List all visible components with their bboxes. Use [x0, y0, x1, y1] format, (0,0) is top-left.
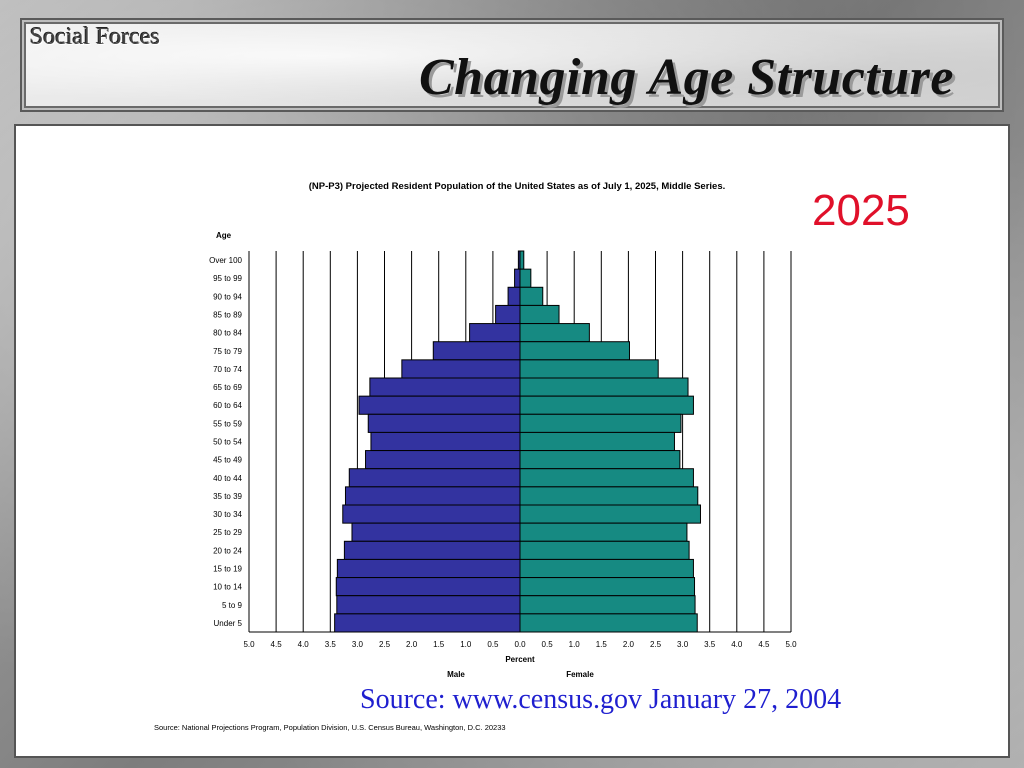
age-label: 5 to 9 — [222, 601, 243, 610]
source-note: Source: National Projections Program, Po… — [154, 723, 506, 732]
x-tick-label: 3.0 — [677, 640, 689, 649]
age-label: 70 to 74 — [213, 365, 242, 374]
male-bar — [343, 540, 521, 560]
male-bar — [507, 286, 521, 306]
female-bar — [519, 395, 694, 415]
x-tick-label: 3.5 — [704, 640, 716, 649]
bars — [334, 250, 701, 633]
x-tick-labels: 5.0 4.5 4.0 3.5 3.0 2.5 2.0 1.5 1.0 0.5 0.0 0.5 1.0 1… — [243, 640, 797, 649]
female-bar — [519, 413, 682, 433]
y-axis-label: Age — [216, 231, 232, 240]
x-tick-label: 4.0 — [731, 640, 743, 649]
female-bar — [519, 595, 696, 615]
male-bar — [348, 468, 521, 488]
female-bar — [519, 468, 694, 488]
male-bar — [367, 413, 521, 433]
female-bar — [519, 577, 696, 597]
x-tick-label: 1.5 — [433, 640, 445, 649]
male-bar — [514, 268, 521, 288]
male-bar — [335, 577, 521, 597]
x-tick-label: 2.5 — [650, 640, 662, 649]
female-bar — [519, 286, 544, 306]
male-bar — [336, 558, 521, 579]
x-tick-label: 5.0 — [785, 640, 797, 649]
female-bar — [519, 323, 590, 343]
x-tick-label: 2.5 — [379, 640, 391, 649]
male-bar — [358, 395, 521, 415]
section-label: Social Forces — [30, 24, 160, 50]
x-tick-label: 3.0 — [352, 640, 364, 649]
female-bar — [519, 504, 701, 524]
female-bar — [519, 450, 681, 470]
female-bar — [519, 359, 659, 379]
age-label: 10 to 14 — [213, 583, 242, 592]
chart-title: (NP-P3) Projected Resident Population of… — [309, 181, 726, 192]
male-bar — [351, 522, 521, 542]
male-bar — [432, 341, 521, 361]
female-bar — [519, 431, 675, 452]
x-tick-label: 4.5 — [271, 640, 283, 649]
source-link[interactable]: Source: www.census.gov January 27, 2004 — [360, 684, 842, 715]
x-tick-label: 3.5 — [325, 640, 337, 649]
age-label: 35 to 39 — [213, 492, 242, 501]
x-tick-label: 2.0 — [623, 640, 635, 649]
age-label: 75 to 79 — [213, 347, 242, 356]
x-tick-label: 0.5 — [542, 640, 554, 649]
male-bar — [365, 450, 521, 470]
female-bar — [519, 250, 525, 270]
x-tick-label: 0.0 — [514, 640, 526, 649]
header-panel: Social Forces Changing Age Structure — [20, 18, 1004, 112]
year-label: 2025 — [812, 186, 910, 235]
x-tick-label: 0.5 — [487, 640, 499, 649]
age-label: 55 to 59 — [213, 419, 242, 428]
female-bar — [519, 522, 688, 542]
age-label: 30 to 34 — [213, 510, 242, 519]
male-bar — [370, 431, 521, 452]
age-label: 95 to 99 — [213, 274, 242, 283]
x-tick-label: 5.0 — [243, 640, 255, 649]
x-tick-label: 1.0 — [460, 640, 472, 649]
female-bar — [519, 377, 689, 397]
age-label: 85 to 89 — [213, 311, 242, 320]
male-bar — [334, 613, 521, 633]
x-axis-label: Percent — [505, 655, 535, 664]
female-label: Female — [566, 670, 594, 679]
age-label: 90 to 94 — [213, 292, 242, 301]
x-tick-label: 1.5 — [596, 640, 608, 649]
age-label: 20 to 24 — [213, 546, 242, 555]
male-bar — [401, 359, 521, 379]
female-bar — [519, 540, 690, 560]
x-tick-label: 4.5 — [758, 640, 770, 649]
male-bar — [495, 304, 521, 325]
female-bar — [519, 486, 699, 506]
male-bar — [369, 377, 521, 397]
female-bar — [519, 304, 560, 325]
x-tick-label: 1.0 — [569, 640, 581, 649]
slide-title: Changing Age Structure — [418, 49, 954, 106]
female-bar — [519, 341, 630, 361]
male-bar — [336, 595, 521, 615]
age-label: 40 to 44 — [213, 474, 242, 483]
male-bar — [344, 486, 521, 506]
age-label: 80 to 84 — [213, 329, 242, 338]
age-label: Over 100 — [209, 256, 242, 265]
age-label: 50 to 54 — [213, 438, 242, 447]
female-bar — [519, 558, 694, 579]
age-label: 45 to 49 — [213, 456, 242, 465]
male-bar — [342, 504, 521, 524]
age-labels: Over 100 95 to 99 90 to 94 85 to 89 80 to 84… — [209, 256, 242, 628]
age-label: Under 5 — [214, 619, 243, 628]
age-label: 25 to 29 — [213, 528, 242, 537]
x-tick-label: 4.0 — [298, 640, 310, 649]
age-label: 60 to 64 — [213, 401, 242, 410]
age-label: 15 to 19 — [213, 565, 242, 574]
x-tick-label: 2.0 — [406, 640, 418, 649]
male-label: Male — [447, 670, 465, 679]
male-bar — [469, 323, 521, 343]
age-label: 65 to 69 — [213, 383, 242, 392]
female-bar — [519, 613, 698, 633]
female-bar — [519, 268, 532, 288]
